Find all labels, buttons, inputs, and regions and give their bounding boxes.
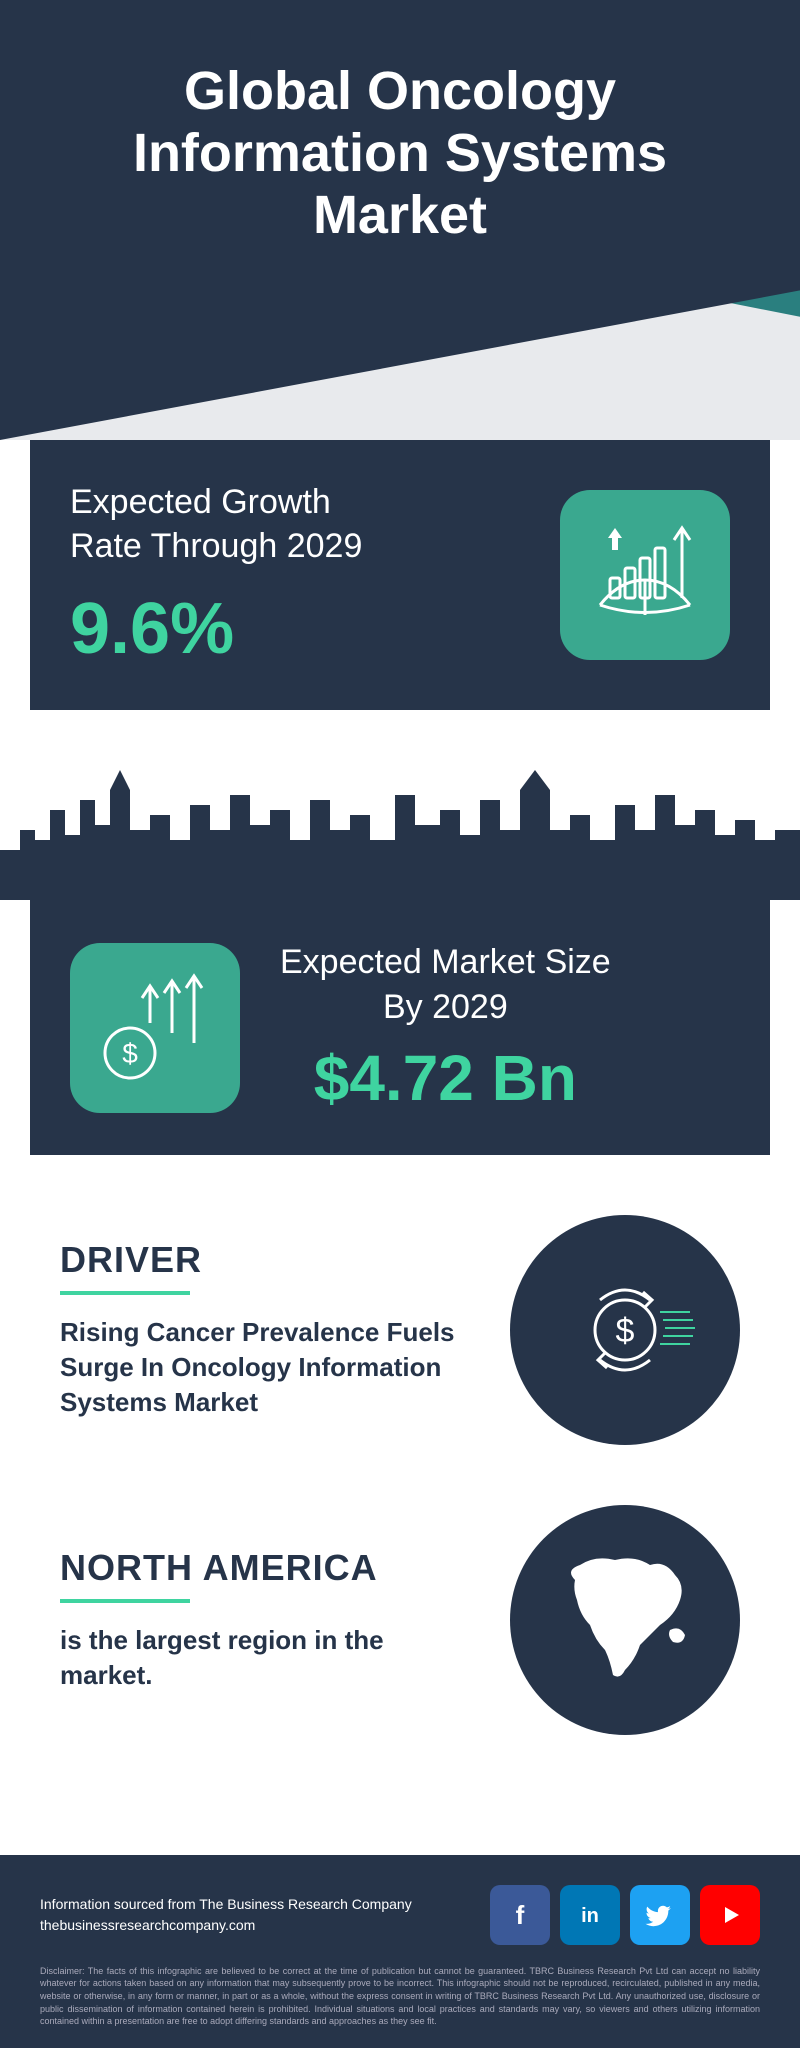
infographic-root: Global Oncology Information Systems Mark…	[0, 0, 800, 2048]
svg-text:in: in	[581, 1905, 599, 1927]
source-line-1: Information sourced from The Business Re…	[40, 1894, 412, 1915]
twitter-icon[interactable]	[630, 1885, 690, 1945]
disclaimer-text: Disclaimer: The facts of this infographi…	[40, 1965, 760, 2028]
market-label-1: Expected Market Size	[280, 940, 611, 984]
growth-value: 9.6%	[70, 588, 362, 670]
svg-text:$: $	[616, 1312, 635, 1350]
header: Global Oncology Information Systems Mark…	[0, 0, 800, 440]
driver-underline	[60, 1291, 190, 1295]
social-links: f in	[490, 1885, 760, 1945]
page-title: Global Oncology Information Systems Mark…	[40, 60, 760, 246]
dollar-arrows-icon: $	[70, 943, 240, 1113]
source-line-2: thebusinessresearchcompany.com	[40, 1915, 412, 1936]
north-america-map-icon	[510, 1505, 740, 1735]
linkedin-icon[interactable]: in	[560, 1885, 620, 1945]
driver-heading: DRIVER	[60, 1239, 480, 1281]
svg-text:f: f	[516, 1900, 525, 1930]
youtube-icon[interactable]	[700, 1885, 760, 1945]
region-section: NORTH AMERICA is the largest region in t…	[0, 1475, 800, 1855]
growth-rate-section: Expected Growth Rate Through 2029 9.6%	[30, 440, 770, 710]
footer-row: Information sourced from The Business Re…	[40, 1885, 760, 1945]
region-heading: NORTH AMERICA	[60, 1547, 480, 1589]
footer: Information sourced from The Business Re…	[0, 1855, 800, 2048]
market-label-2: By 2029	[280, 985, 611, 1029]
growth-chart-globe-icon	[560, 490, 730, 660]
growth-text-block: Expected Growth Rate Through 2029 9.6%	[70, 480, 362, 670]
svg-text:$: $	[122, 1038, 138, 1069]
skyline-divider	[0, 740, 800, 900]
growth-label-2: Rate Through 2029	[70, 524, 362, 568]
market-text-block: Expected Market Size By 2029 $4.72 Bn	[280, 940, 611, 1114]
driver-text-block: DRIVER Rising Cancer Prevalence Fuels Su…	[60, 1239, 480, 1420]
dollar-cycle-icon: $	[510, 1215, 740, 1445]
market-value: $4.72 Bn	[280, 1041, 611, 1115]
region-underline	[60, 1599, 190, 1603]
market-size-section: $ Expected Market Size By 2029 $4.72 Bn	[30, 900, 770, 1154]
driver-section: DRIVER Rising Cancer Prevalence Fuels Su…	[0, 1155, 800, 1475]
growth-label-1: Expected Growth	[70, 480, 362, 524]
region-body: is the largest region in the market.	[60, 1623, 480, 1693]
driver-body: Rising Cancer Prevalence Fuels Surge In …	[60, 1315, 480, 1420]
facebook-icon[interactable]: f	[490, 1885, 550, 1945]
footer-source: Information sourced from The Business Re…	[40, 1894, 412, 1936]
region-text-block: NORTH AMERICA is the largest region in t…	[60, 1547, 480, 1693]
